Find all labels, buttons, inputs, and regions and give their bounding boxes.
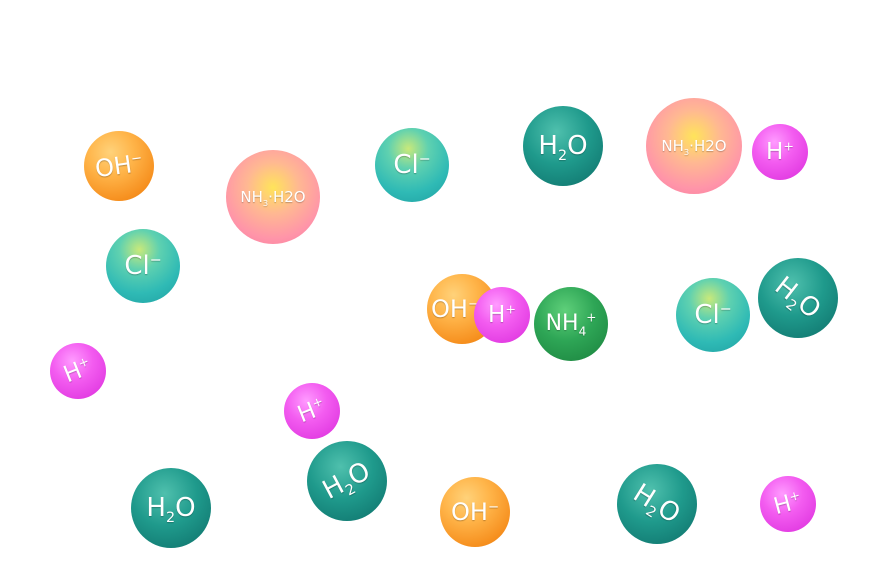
particle-label: OH− (451, 498, 499, 526)
particle-oh: OH− (84, 131, 154, 201)
particle-h2o: H2O (617, 464, 697, 544)
particle-label: Cl− (124, 251, 162, 281)
particle-h-plus: H+ (284, 383, 340, 439)
particle-label: NH3·H2O (240, 187, 306, 208)
particle-label: OH− (93, 150, 144, 184)
particle-h-plus: H+ (760, 476, 816, 532)
particle-label: H+ (488, 300, 516, 328)
particle-cl: Cl− (375, 128, 449, 202)
particle-cl: Cl− (106, 229, 180, 303)
particle-label: NH3·H2O (661, 136, 727, 157)
particle-h2o: H2O (131, 468, 211, 548)
particle-nh4-plus: NH4+ (534, 287, 608, 361)
particle-h-plus: H+ (50, 343, 106, 399)
particle-label: H+ (60, 352, 92, 388)
particle-label: H+ (766, 137, 794, 165)
particle-label: H+ (294, 392, 326, 428)
particle-label: Cl− (393, 150, 431, 180)
particle-oh: OH− (440, 477, 510, 547)
particle-h2o: H2O (523, 106, 603, 186)
particle-label: H2O (769, 271, 827, 325)
particle-h-plus: H+ (474, 287, 530, 343)
particle-nh3-h2o: NH3·H2O (226, 150, 320, 244)
particle-label: H+ (771, 486, 802, 520)
particle-h2o: H2O (307, 441, 387, 521)
particle-label: OH− (431, 295, 479, 323)
particle-h2o: H2O (758, 258, 838, 338)
particle-label: H2O (538, 131, 588, 165)
particle-nh3-h2o: NH3·H2O (646, 98, 742, 194)
particle-label: H2O (318, 456, 376, 506)
particle-h-plus: H+ (752, 124, 808, 180)
particle-label: NH4+ (545, 310, 597, 339)
particle-label: H2O (146, 493, 196, 527)
particle-cl: Cl− (676, 278, 750, 352)
particle-label: Cl− (694, 300, 732, 330)
particle-label: H2O (628, 478, 686, 530)
